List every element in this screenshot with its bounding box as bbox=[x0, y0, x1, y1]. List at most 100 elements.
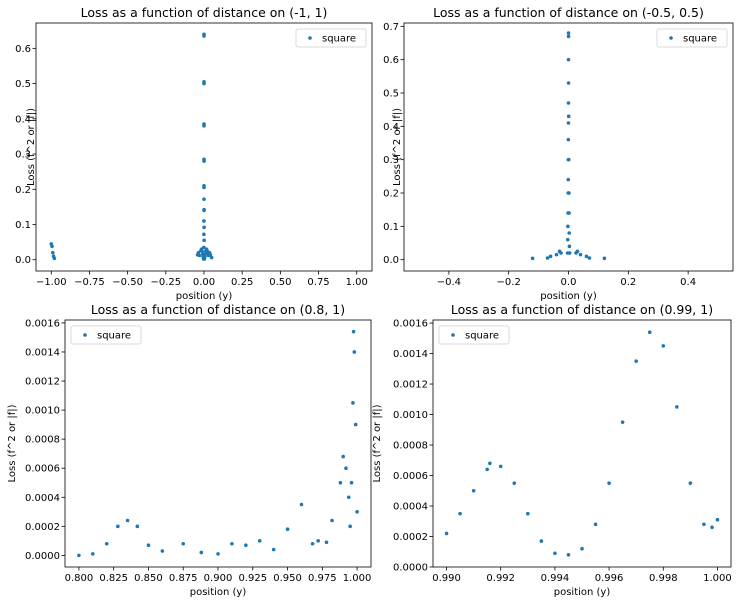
legend: square bbox=[438, 325, 510, 345]
data-point bbox=[566, 177, 571, 182]
data-point bbox=[566, 137, 571, 142]
y-axis-label: Loss (f^2 or |f|) bbox=[26, 108, 37, 186]
x-tick-label: −0.2 bbox=[497, 277, 521, 288]
subplot-4: Loss as a function of distance on (0.99,… bbox=[372, 302, 732, 598]
y-tick-label: 0.2 bbox=[15, 185, 31, 196]
x-tick-label: 0.4 bbox=[680, 277, 696, 288]
x-tick-label: 0.2 bbox=[620, 277, 636, 288]
x-tick-label: −0.25 bbox=[150, 277, 181, 288]
data-point bbox=[244, 543, 248, 548]
data-point bbox=[202, 122, 206, 126]
x-tick-label: 0.50 bbox=[269, 277, 291, 288]
data-point bbox=[209, 255, 214, 260]
data-point bbox=[324, 540, 329, 545]
x-axis-label: position (y) bbox=[176, 291, 233, 302]
x-tick-label: 0.925 bbox=[238, 573, 267, 584]
y-tick-label: 0.0006 bbox=[25, 464, 60, 475]
x-tick-label: 0.825 bbox=[99, 573, 128, 584]
chart-title: Loss as a function of distance on (0.8, … bbox=[91, 302, 345, 317]
legend: square bbox=[295, 28, 367, 48]
data-point bbox=[702, 522, 706, 527]
y-tick-label: 0.0 bbox=[383, 255, 399, 266]
data-point bbox=[285, 527, 290, 532]
data-point bbox=[580, 546, 584, 551]
legend-box bbox=[295, 28, 367, 48]
data-point bbox=[195, 253, 200, 257]
data-point bbox=[530, 256, 535, 261]
x-tick-label: −0.75 bbox=[74, 277, 105, 288]
data-point bbox=[526, 511, 530, 516]
legend: square bbox=[70, 325, 142, 345]
data-point bbox=[91, 552, 95, 556]
data-point bbox=[348, 524, 352, 529]
y-tick-label: 0.0008 bbox=[393, 441, 428, 452]
y-tick-label: 0.3 bbox=[15, 150, 31, 161]
data-point bbox=[355, 509, 359, 514]
data-point bbox=[77, 553, 81, 558]
data-point bbox=[202, 238, 206, 243]
data-point bbox=[104, 541, 109, 546]
x-tick-label: −0.50 bbox=[112, 277, 143, 288]
data-point bbox=[202, 197, 206, 201]
data-points bbox=[444, 330, 720, 557]
x-axis-label: position (y) bbox=[190, 587, 247, 598]
x-tick-label: 0.992 bbox=[486, 573, 515, 584]
data-point bbox=[353, 422, 358, 427]
x-tick-label: −1.00 bbox=[36, 277, 67, 288]
legend-marker bbox=[308, 36, 312, 40]
legend-box bbox=[656, 28, 728, 48]
legend: square bbox=[656, 28, 728, 48]
data-point bbox=[125, 518, 130, 523]
data-point bbox=[346, 495, 351, 500]
subplot-1: Loss as a function of distance on (-1, 1… bbox=[15, 5, 373, 302]
y-tick-label: 0.2 bbox=[383, 189, 399, 200]
x-tick-label: 0.850 bbox=[134, 573, 163, 584]
x-tick-label: 0.994 bbox=[541, 573, 570, 584]
data-point bbox=[352, 350, 357, 354]
x-tick-label: −0.4 bbox=[437, 277, 461, 288]
data-point bbox=[567, 211, 571, 215]
data-point bbox=[567, 157, 571, 162]
subplot-3: Loss as a function of distance on (0.8, … bbox=[7, 302, 371, 598]
data-point bbox=[485, 467, 489, 472]
data-point bbox=[50, 244, 54, 249]
chart-title: Loss as a function of distance on (0.99,… bbox=[451, 302, 713, 317]
data-point bbox=[567, 244, 572, 249]
y-tick-label: 0.6 bbox=[15, 44, 31, 55]
data-point bbox=[338, 480, 343, 485]
y-tick-label: 0.0014 bbox=[25, 347, 60, 358]
data-point bbox=[471, 488, 476, 493]
x-tick-label: 0.990 bbox=[432, 573, 461, 584]
x-tick-label: 1.000 bbox=[343, 573, 372, 584]
data-point bbox=[566, 31, 571, 35]
y-tick-label: 0.4 bbox=[383, 122, 399, 133]
y-tick-label: 0.4 bbox=[15, 114, 31, 125]
data-point bbox=[566, 224, 570, 229]
data-point bbox=[351, 401, 355, 405]
x-tick-label: 0.0 bbox=[561, 277, 577, 288]
data-point bbox=[545, 256, 550, 260]
data-point bbox=[202, 157, 206, 162]
data-point bbox=[444, 531, 449, 536]
data-point bbox=[200, 249, 204, 254]
data-point bbox=[202, 219, 206, 223]
data-point bbox=[146, 543, 151, 548]
y-axis-label: Loss (f^2 or |f|) bbox=[372, 404, 383, 482]
data-point bbox=[578, 252, 583, 257]
data-points bbox=[530, 31, 607, 261]
chart-title: Loss as a function of distance on (-0.5,… bbox=[433, 5, 704, 20]
data-point bbox=[458, 511, 462, 516]
chart-title: Loss as a function of distance on (-1, 1… bbox=[81, 5, 328, 20]
data-point bbox=[539, 539, 544, 543]
data-point bbox=[548, 254, 553, 259]
y-tick-label: 0.0000 bbox=[25, 551, 60, 562]
x-tick-label: 0.00 bbox=[193, 277, 215, 288]
y-tick-label: 0.6 bbox=[383, 55, 399, 66]
x-tick-label: 1.00 bbox=[346, 277, 368, 288]
data-point bbox=[52, 256, 57, 261]
legend-marker bbox=[669, 36, 673, 40]
y-tick-label: 0.0002 bbox=[25, 522, 60, 533]
data-point bbox=[715, 517, 720, 522]
data-point bbox=[351, 329, 356, 334]
